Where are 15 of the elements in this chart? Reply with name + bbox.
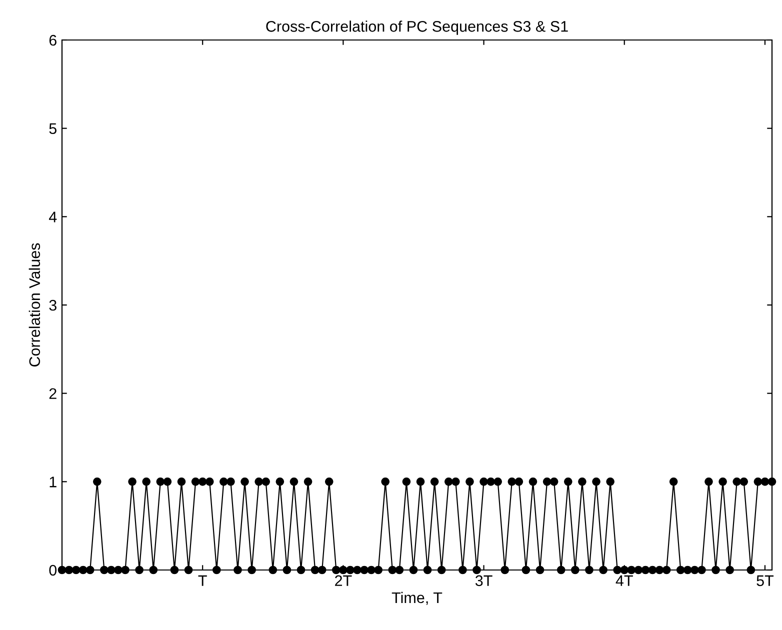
x-tick-label: 3T	[475, 575, 492, 586]
y-axis-title: Correlation Values	[28, 243, 40, 366]
x-tick-label: 4T	[616, 575, 633, 586]
y-tick-label: 6	[49, 34, 56, 46]
y-tick-label: 5	[49, 123, 56, 134]
y-tick-label: 0	[49, 564, 57, 576]
x-tick-label: T	[198, 575, 207, 586]
y-tick-label: 1	[50, 476, 56, 488]
x-axis-title: Time, T	[392, 592, 442, 605]
chart-title: Cross-Correlation of PC Sequences S3 & S1	[266, 20, 568, 35]
x-tick-label: 2T	[335, 575, 352, 586]
y-tick-label: 4	[48, 212, 57, 222]
y-tick-label: 2	[49, 388, 56, 399]
x-tick-label: 5T	[756, 575, 774, 586]
y-tick-label: 3	[49, 300, 56, 311]
